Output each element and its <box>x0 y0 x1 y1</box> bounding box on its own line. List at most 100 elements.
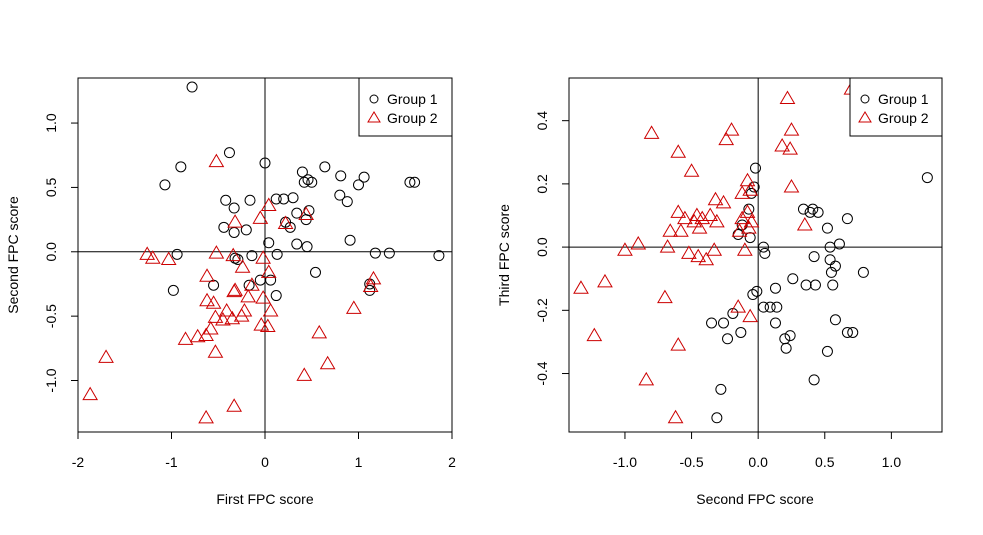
group1-point <box>228 202 240 214</box>
group2-point <box>702 207 719 221</box>
group1-point <box>220 194 232 206</box>
group1-point <box>841 213 853 225</box>
group2-point <box>362 278 379 293</box>
group2-point <box>139 246 156 260</box>
group1-point <box>223 147 235 159</box>
group2-point <box>240 288 257 303</box>
group2-point <box>723 122 740 136</box>
y-tick-label: 0.5 <box>43 177 59 197</box>
x-axis-label: Second FPC score <box>696 491 814 507</box>
group1-point <box>334 189 346 201</box>
group2-point <box>199 268 215 282</box>
group1-point <box>757 241 769 253</box>
group2-point <box>573 280 589 294</box>
group1-point <box>808 251 820 263</box>
group2-point <box>670 337 687 351</box>
group1-point <box>747 289 759 301</box>
x-tick-label: -1 <box>165 454 178 470</box>
group2-point <box>779 90 796 105</box>
group2-point <box>739 172 756 187</box>
scatter-panel-second-vs-third: -1.0 -0.5 0.0 0.5 1.0 -0.4 -0.2 0.0 0.2 0.4 Seco… <box>496 77 943 507</box>
group1-point <box>825 266 837 278</box>
group1-point <box>827 279 839 291</box>
x-axis-ticks: -2 -1 0 1 2 <box>72 431 456 470</box>
group1-point <box>857 266 869 278</box>
group2-point <box>690 248 707 263</box>
group1-point <box>291 238 303 250</box>
group2-point <box>739 204 756 218</box>
group2-point <box>657 289 673 304</box>
group1-point <box>780 342 792 354</box>
group2-point <box>698 251 715 266</box>
group1-point <box>271 248 283 260</box>
group2-point <box>227 214 243 228</box>
group2-point <box>597 273 613 288</box>
group1-point <box>409 176 421 188</box>
group2-point <box>638 371 655 386</box>
group2-point <box>783 179 800 193</box>
group1-point <box>736 219 748 231</box>
group1-point <box>244 194 256 206</box>
group2-point <box>365 270 382 285</box>
group2-point <box>662 223 679 237</box>
group2-point <box>260 264 277 278</box>
group2-point <box>586 327 603 342</box>
y-axis-ticks: -1.0 -0.5 0.0 0.5 1.0 <box>43 113 79 393</box>
y-tick-label: 0.0 <box>534 237 550 257</box>
group1-point <box>784 330 796 342</box>
group2-point <box>643 125 660 139</box>
group1-point <box>706 317 718 329</box>
x-tick-label: 2 <box>448 454 456 470</box>
group2-point <box>718 131 735 146</box>
group1-point <box>433 250 445 262</box>
group2-point <box>296 367 313 381</box>
group1-point <box>711 412 723 424</box>
legend-triangle-icon <box>367 111 381 123</box>
group2-point <box>98 349 114 363</box>
legend-box <box>849 77 943 137</box>
group2-point <box>218 303 235 317</box>
group2-point <box>208 245 225 259</box>
group2-point <box>774 137 791 152</box>
group1-point <box>159 179 171 191</box>
group2-point <box>743 213 760 228</box>
group1-point <box>809 279 821 291</box>
group2-point <box>715 194 732 209</box>
x-axis-label: First FPC score <box>216 491 313 507</box>
legend-label-group1: Group 1 <box>387 91 438 107</box>
group1-point <box>232 254 244 266</box>
group2-point <box>734 185 751 199</box>
group1-point <box>186 81 198 93</box>
group2-point <box>225 247 242 262</box>
group2-point <box>198 409 214 424</box>
y-tick-label: -0.5 <box>43 304 59 328</box>
group2-point <box>782 141 799 155</box>
x-axis-ticks: -1.0 -0.5 0.0 0.5 1.0 <box>613 431 902 470</box>
group1-point <box>808 374 820 386</box>
group1-point <box>254 274 266 286</box>
group1-point <box>718 317 730 329</box>
group2-point <box>673 223 689 237</box>
legend-box <box>358 77 453 137</box>
group2-point <box>255 290 272 304</box>
group1-point <box>821 222 833 234</box>
group1-point <box>921 172 933 184</box>
group1-point <box>750 162 761 174</box>
legend-circle-icon <box>369 94 379 104</box>
group2-point <box>207 344 224 358</box>
group1-point <box>263 237 275 249</box>
group2-point <box>345 300 362 314</box>
group1-point <box>759 247 771 259</box>
group1-point <box>383 247 395 259</box>
group1-point <box>722 333 734 345</box>
group1-point <box>259 157 271 169</box>
group1-point <box>167 284 179 296</box>
x-tick-label: 1.0 <box>882 454 902 470</box>
x-tick-label: -1.0 <box>613 454 637 470</box>
legend-circle-icon <box>860 94 870 104</box>
plot-marks <box>78 78 452 432</box>
group2-point <box>82 386 99 401</box>
y-axis-label: Third FPC score <box>496 204 512 306</box>
